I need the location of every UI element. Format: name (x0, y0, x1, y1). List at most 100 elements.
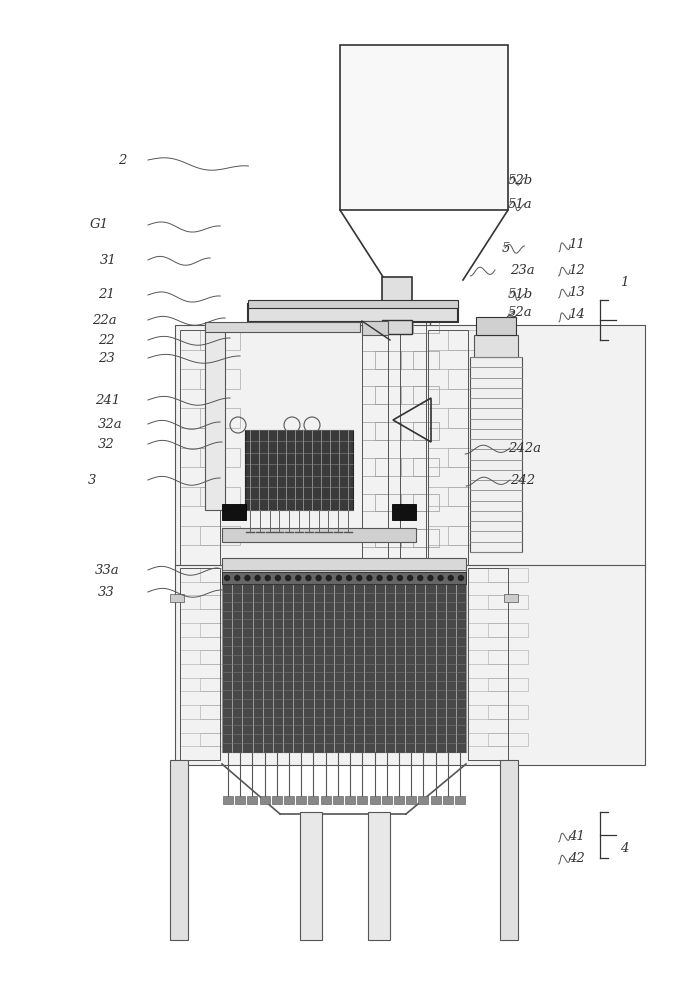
Bar (200, 623, 240, 637)
Bar (428, 350, 468, 369)
Bar (180, 330, 220, 565)
Bar (362, 404, 388, 422)
Bar (297, 796, 306, 804)
Bar (200, 595, 240, 609)
Bar (200, 408, 240, 428)
Text: 21: 21 (98, 288, 115, 302)
Bar (170, 760, 188, 940)
Bar (468, 746, 508, 760)
Bar (400, 369, 426, 386)
Bar (468, 691, 508, 705)
Bar (222, 504, 246, 520)
Bar (200, 448, 240, 467)
Text: 42: 42 (568, 852, 585, 864)
Bar (468, 582, 508, 595)
Bar (476, 317, 516, 335)
Circle shape (316, 576, 321, 580)
Bar (413, 458, 439, 476)
Bar (358, 310, 430, 570)
Circle shape (387, 576, 392, 580)
Bar (428, 389, 468, 408)
Bar (413, 315, 439, 333)
Text: 31: 31 (100, 253, 117, 266)
Bar (428, 506, 468, 526)
Bar (468, 664, 508, 678)
Text: G1: G1 (90, 219, 109, 232)
Bar (180, 609, 220, 623)
Text: 23a: 23a (510, 263, 535, 276)
Bar (180, 428, 220, 448)
Bar (362, 333, 388, 351)
Text: 32: 32 (98, 438, 115, 450)
Bar (488, 678, 528, 691)
Bar (200, 650, 240, 664)
Bar (400, 315, 426, 565)
Bar (400, 404, 426, 422)
Circle shape (458, 576, 464, 580)
Bar (500, 760, 518, 940)
Bar (340, 45, 508, 210)
Bar (428, 330, 468, 565)
Bar (394, 796, 404, 804)
Text: 52b: 52b (508, 174, 533, 186)
Bar (413, 422, 439, 440)
Bar (400, 476, 426, 494)
Bar (413, 386, 439, 404)
Bar (222, 584, 466, 752)
Text: 242a: 242a (508, 442, 541, 454)
Circle shape (449, 576, 453, 580)
Bar (400, 440, 426, 458)
Bar (200, 568, 240, 582)
Bar (428, 428, 468, 448)
Bar (200, 330, 240, 350)
Text: 4: 4 (620, 842, 628, 854)
Bar (180, 568, 220, 760)
Bar (406, 796, 416, 804)
Bar (468, 637, 508, 650)
Bar (448, 330, 488, 350)
Bar (180, 746, 220, 760)
Bar (362, 440, 388, 458)
Circle shape (266, 576, 270, 580)
Bar (468, 568, 508, 760)
Bar (180, 389, 220, 408)
Bar (488, 623, 528, 637)
Text: 242: 242 (510, 474, 535, 487)
Bar (308, 796, 319, 804)
Bar (248, 796, 257, 804)
Bar (362, 476, 388, 494)
Bar (362, 369, 388, 386)
Bar (470, 357, 522, 552)
Bar (375, 386, 401, 404)
Bar (448, 369, 488, 389)
Circle shape (296, 576, 301, 580)
Bar (200, 678, 240, 691)
Text: 22: 22 (98, 334, 115, 347)
Bar (345, 796, 355, 804)
Bar (382, 277, 412, 305)
Text: 51b: 51b (508, 288, 533, 300)
Circle shape (347, 576, 352, 580)
Bar (448, 526, 488, 545)
Bar (488, 733, 528, 746)
Bar (205, 322, 360, 332)
Bar (272, 796, 282, 804)
Bar (235, 796, 245, 804)
Circle shape (336, 576, 341, 580)
Text: 51a: 51a (508, 198, 533, 212)
Bar (413, 529, 439, 547)
Bar (418, 796, 429, 804)
Circle shape (398, 576, 402, 580)
Bar (382, 796, 391, 804)
Circle shape (275, 576, 281, 580)
Bar (474, 335, 518, 357)
Bar (300, 812, 322, 940)
Bar (413, 351, 439, 369)
Bar (448, 448, 488, 467)
Bar (400, 511, 426, 529)
Bar (180, 506, 220, 526)
Bar (205, 325, 225, 510)
Circle shape (418, 576, 422, 580)
Bar (369, 796, 380, 804)
Circle shape (367, 576, 372, 580)
